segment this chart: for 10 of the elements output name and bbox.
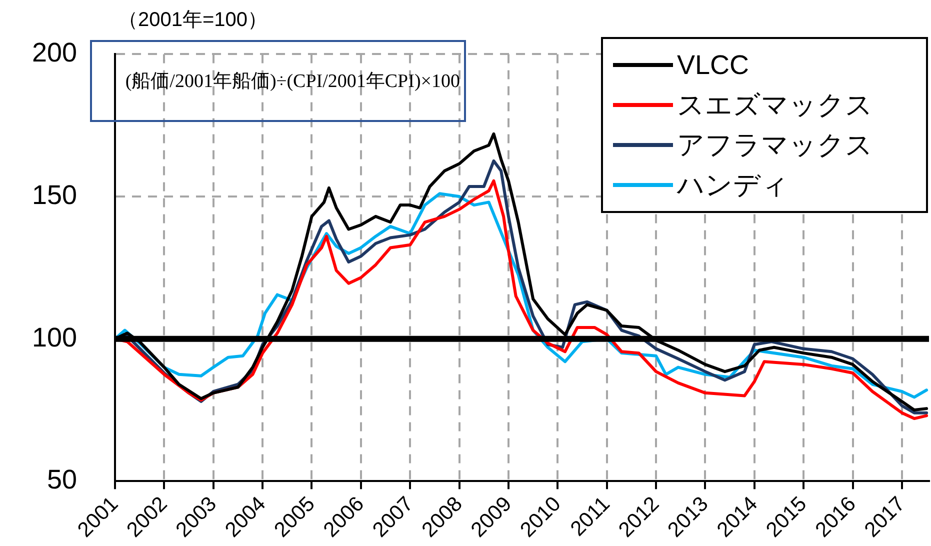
legend-label: アフラマックス (677, 129, 873, 162)
y-tick-label: 150 (32, 180, 77, 210)
y-tick-label: 50 (46, 464, 77, 495)
annotation: (船価/2001年船価)÷(CPI/2001年CPI)×100 (90, 40, 466, 122)
legend-label: スエズマックス (677, 89, 873, 122)
legend-label: VLCC (677, 50, 750, 80)
legend-label: ハンディ (677, 169, 789, 202)
y-tick-label: 200 (32, 38, 77, 68)
y-tick-label: 100 (32, 322, 77, 352)
text: （2001年=100） (118, 8, 268, 33)
